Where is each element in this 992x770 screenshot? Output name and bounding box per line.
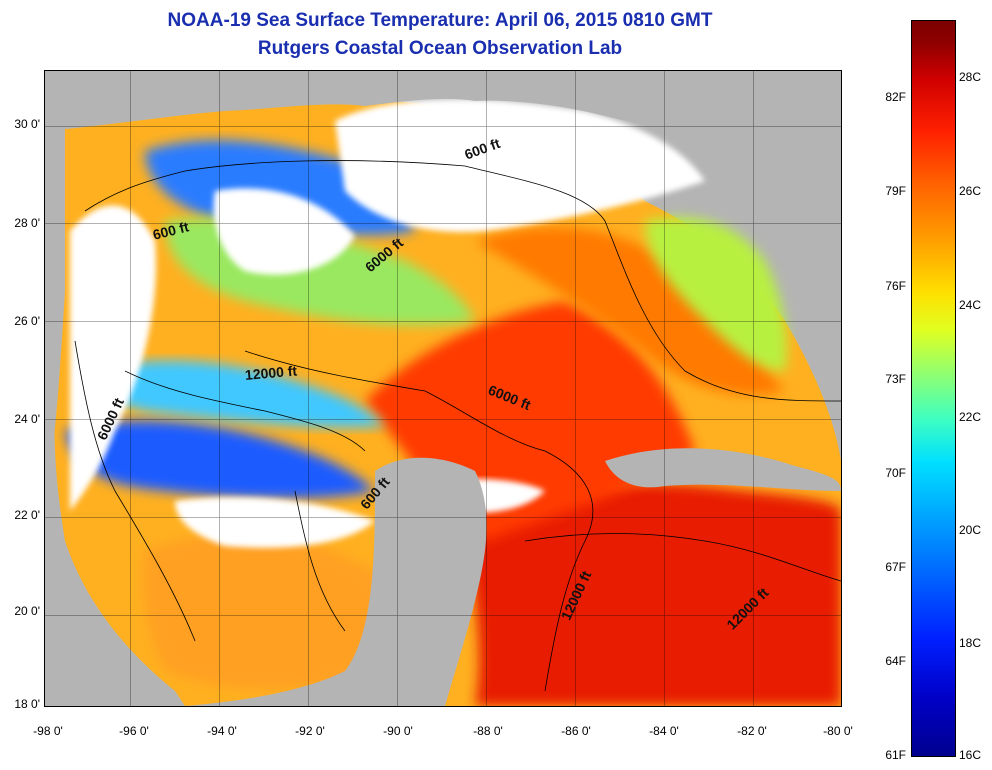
lon-label-88: -88 0' bbox=[473, 724, 503, 738]
colorbar-c-24: 24C bbox=[959, 298, 982, 312]
grid bbox=[45, 71, 841, 706]
colorbar-c-28: 28C bbox=[959, 70, 982, 84]
land-yucatan bbox=[185, 457, 487, 706]
land-mexico bbox=[45, 161, 185, 706]
colorbar-c-18: 18C bbox=[959, 636, 982, 650]
cloud-central bbox=[213, 188, 355, 275]
lon-label-90: -90 0' bbox=[383, 724, 413, 738]
lon-label-96: -96 0' bbox=[119, 724, 149, 738]
east-gulf-orange bbox=[475, 227, 785, 395]
cloud-south bbox=[175, 497, 375, 548]
lon-label-80: -80 0' bbox=[823, 724, 853, 738]
lon-label-84: -84 0' bbox=[649, 724, 679, 738]
colorbar-f-67: 67F bbox=[885, 560, 906, 574]
south-west-orange bbox=[143, 533, 385, 690]
land-florida bbox=[785, 71, 841, 371]
west-mid-band bbox=[85, 360, 385, 428]
sst-map: 600 ft 600 ft 6000 ft 12000 ft 6000 ft 6… bbox=[44, 70, 842, 707]
lat-label-30: 30 0' bbox=[14, 117, 40, 131]
lat-label-20: 20 0' bbox=[14, 604, 40, 618]
west-cool-band bbox=[65, 420, 375, 499]
colorbar-f-61: 61F bbox=[885, 748, 906, 762]
colorbar-f-79: 79F bbox=[885, 184, 906, 198]
colorbar-c-16: 16C bbox=[959, 748, 982, 762]
temperature-colorbar bbox=[911, 20, 956, 757]
south-warm-water bbox=[465, 483, 841, 706]
colorbar-f-73: 73F bbox=[885, 372, 906, 386]
land-us-coast bbox=[45, 71, 775, 131]
colorbar-f-82: 82F bbox=[885, 90, 906, 104]
depth-contours bbox=[74, 160, 841, 692]
lat-label-28: 28 0' bbox=[14, 216, 40, 230]
lon-label-82: -82 0' bbox=[737, 724, 767, 738]
lat-label-24: 24 0' bbox=[14, 412, 40, 426]
lat-label-26: 26 0' bbox=[14, 314, 40, 328]
colorbar-c-22: 22C bbox=[959, 410, 982, 424]
lon-label-86: -86 0' bbox=[561, 724, 591, 738]
colorbar-c-26: 26C bbox=[959, 184, 982, 198]
cloud-north bbox=[335, 99, 705, 232]
map-title: NOAA-19 Sea Surface Temperature: April 0… bbox=[167, 10, 713, 31]
lat-label-18: 18 0' bbox=[14, 697, 40, 711]
lon-label-92: -92 0' bbox=[295, 724, 325, 738]
lon-label-98: -98 0' bbox=[33, 724, 63, 738]
colorbar-f-70: 70F bbox=[885, 466, 906, 480]
lon-label-94: -94 0' bbox=[207, 724, 237, 738]
colorbar-f-64: 64F bbox=[885, 654, 906, 668]
map-subtitle: Rutgers Coastal Ocean Observation Lab bbox=[257, 38, 623, 59]
colorbar-f-76: 76F bbox=[885, 279, 906, 293]
cloud-west bbox=[70, 205, 156, 512]
lat-label-22: 22 0' bbox=[14, 508, 40, 522]
sst-map-canvas bbox=[45, 71, 841, 706]
florida-shelf bbox=[645, 217, 787, 371]
colorbar-c-20: 20C bbox=[959, 523, 982, 537]
